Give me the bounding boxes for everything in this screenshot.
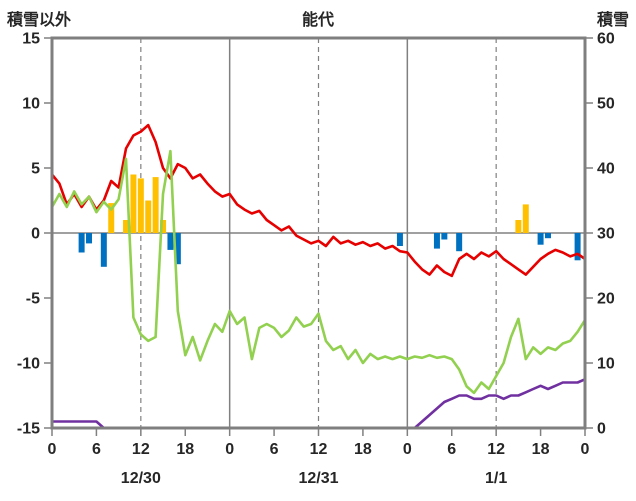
plot-frame xyxy=(50,36,587,430)
x-tick-label: 6 xyxy=(92,441,101,458)
y-left-tick-label: -15 xyxy=(17,421,40,438)
x-tick-label: 18 xyxy=(176,441,194,458)
y-left-tick-label: -5 xyxy=(26,291,40,308)
blue-bars-bar xyxy=(441,233,448,240)
orange-bars-bar xyxy=(123,220,130,233)
chart-header: 積雪以外 能代 積雪 xyxy=(0,6,636,30)
y-left-tick-label: 10 xyxy=(22,96,40,113)
y-left-tick-label: -10 xyxy=(17,356,40,373)
blue-bars-bar xyxy=(174,233,181,265)
blue-bars-bar xyxy=(574,233,581,261)
orange-bars-bar xyxy=(160,220,167,233)
y-right-tick-label: 50 xyxy=(597,96,615,113)
orange-bars-bar xyxy=(522,204,529,233)
orange-bars-bar xyxy=(108,203,115,233)
x-tick-label: 12 xyxy=(310,441,328,458)
y-right-tick-label: 10 xyxy=(597,356,615,373)
x-tick-label: 0 xyxy=(581,441,590,458)
left-axis-title: 積雪以外 xyxy=(7,12,72,29)
green-line xyxy=(50,149,587,395)
red-line xyxy=(50,123,587,278)
blue-bars-bar xyxy=(396,233,403,246)
day-label: 1/1 xyxy=(485,470,507,487)
x-tick-label: 12 xyxy=(132,441,150,458)
chart-title: 能代 xyxy=(301,12,334,29)
orange-bars-bar xyxy=(515,220,522,233)
y-right-tick-label: 0 xyxy=(597,421,606,438)
orange-bars-bar xyxy=(137,178,144,233)
x-tick-label: 0 xyxy=(403,441,412,458)
blue-bars-bar xyxy=(456,233,463,252)
blue-bars-bar xyxy=(544,233,551,239)
day-label: 12/31 xyxy=(298,470,338,487)
y-right-tick-label: 20 xyxy=(597,291,615,308)
blue-bars-bar xyxy=(78,233,85,253)
day-label: 12/30 xyxy=(121,470,161,487)
y-left-tick-label: 0 xyxy=(31,226,40,243)
x-tick-label: 18 xyxy=(354,441,372,458)
y-left-tick-label: 5 xyxy=(31,161,40,178)
right-axis-title: 積雪 xyxy=(596,12,629,29)
blue-bars-bar xyxy=(100,233,107,267)
orange-bars-bar xyxy=(145,200,152,233)
blue-bars-bar xyxy=(537,233,544,245)
blue-bars-bar xyxy=(86,233,93,244)
y-right-tick-label: 60 xyxy=(597,31,615,48)
y-right-tick-label: 40 xyxy=(597,161,615,178)
x-tick-label: 0 xyxy=(48,441,57,458)
blue-bars-bar xyxy=(167,233,174,250)
x-tick-label: 0 xyxy=(225,441,234,458)
orange-bars-bar xyxy=(130,174,137,233)
x-tick-label: 18 xyxy=(532,441,550,458)
y-left-tick-label: 15 xyxy=(22,31,40,48)
y-right-tick-label: 30 xyxy=(597,226,615,243)
blue-bars-bar xyxy=(433,233,440,249)
orange-bars-bar xyxy=(152,177,159,233)
x-tick-label: 6 xyxy=(270,441,279,458)
x-tick-label: 6 xyxy=(447,441,456,458)
x-tick-label: 12 xyxy=(487,441,505,458)
